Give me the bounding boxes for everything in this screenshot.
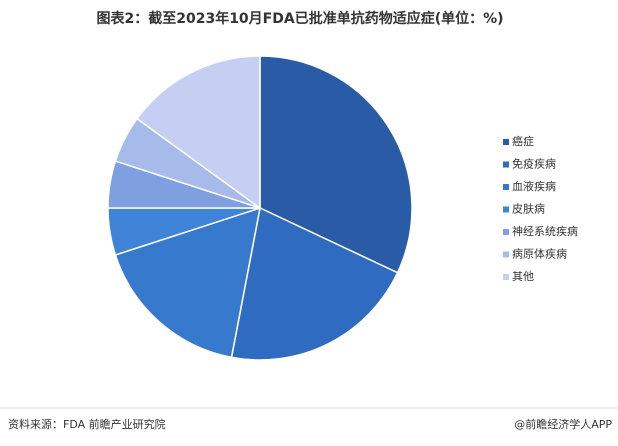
brand: @前瞻经济学人APP bbox=[514, 417, 612, 431]
legend-swatch bbox=[503, 229, 509, 235]
legend-swatch bbox=[503, 161, 509, 168]
pie-slice bbox=[114, 206, 261, 359]
legend-swatch bbox=[503, 274, 509, 280]
legend-label: 神经系统疾病 bbox=[512, 224, 578, 238]
source: 资料来源：FDA 前瞻产业研究院 bbox=[8, 417, 166, 431]
legend-label: 血液疾病 bbox=[512, 179, 556, 193]
legend-label: 其他 bbox=[512, 270, 534, 283]
pie-slice bbox=[135, 55, 261, 210]
legend-swatch bbox=[503, 206, 509, 213]
legend-swatch bbox=[503, 251, 509, 258]
chart-title: 图表2：截至2023年10月FDA已批准单抗药物适应症(单位：%) bbox=[96, 10, 503, 27]
pie-slice bbox=[259, 55, 413, 274]
legend-label: 病原体疾病 bbox=[512, 247, 567, 261]
legend-label: 癌症 bbox=[512, 134, 534, 148]
legend-label: 皮肤病 bbox=[512, 202, 545, 216]
legend-label: 免疫疾病 bbox=[512, 157, 556, 171]
pie-slice bbox=[230, 206, 399, 361]
legend-swatch bbox=[503, 184, 509, 190]
legend-swatch bbox=[503, 139, 509, 145]
